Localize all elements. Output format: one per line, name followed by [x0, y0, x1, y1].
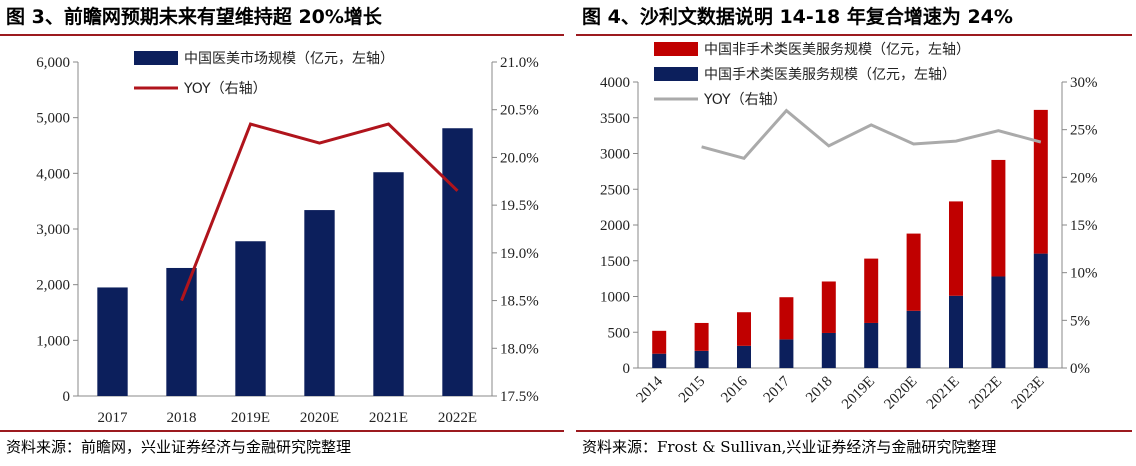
left-tick-label: 3,000: [36, 222, 70, 238]
x-tick-label: 2020E: [881, 374, 920, 413]
bar: [166, 267, 197, 396]
legend-label: 中国手术类医美服务规模（亿元，左轴）: [704, 67, 956, 83]
left-chart: 0 1,000 2,000 3,000 4,000 5,000 6,000 17.5% 18.0…: [36, 50, 539, 426]
left-tick-label: 4,000: [36, 166, 70, 182]
right-chart-panel: 图 4、沙利文数据说明 14-18 年复合增速为 24% 0 500 1000 150…: [576, 0, 1136, 466]
right-tick-label: 20.5%: [500, 103, 539, 119]
x-tick-label: 2017: [761, 373, 794, 406]
right-chart: 0 500 1000 1500 2000 2500 3000 3500 4000 0% 5% 10% 1…: [600, 42, 1098, 413]
x-tick-label: 2021E: [369, 410, 408, 426]
left-tick-label: 6,000: [36, 55, 70, 71]
right-tick-label: 10%: [1070, 266, 1098, 282]
left-tick-label: 5,000: [36, 111, 70, 127]
yoy-line: [701, 108, 1042, 160]
bar: [373, 172, 404, 396]
legend-label: YOY（右轴）: [703, 92, 787, 108]
left-tick-label: 4000: [600, 75, 630, 91]
right-tick-label: 17.5%: [500, 389, 539, 405]
right-tick-label: 0%: [1070, 361, 1090, 377]
right-tick-label: 25%: [1070, 123, 1098, 139]
bar-segment: [1033, 253, 1048, 368]
right-tick-label: 15%: [1070, 218, 1098, 234]
legend-label: 中国非手术类医美服务规模（亿元，左轴）: [704, 42, 970, 58]
right-title-rule: [576, 34, 1132, 36]
x-tick-label: 2022E: [438, 410, 477, 426]
right-tick-label: 19.5%: [500, 198, 539, 214]
bar-segment: [864, 322, 879, 368]
bar-segment: [906, 233, 921, 311]
bar-segment: [949, 295, 963, 368]
bar-segment: [1033, 109, 1048, 254]
left-tick-label: 500: [608, 325, 631, 341]
left-tick-label: 3500: [600, 111, 630, 127]
bar-segment: [694, 322, 709, 351]
left-tick-label: 2,000: [36, 278, 70, 294]
left-source-note: 资料来源：前瞻网，兴业证券经济与金融研究院整理: [6, 438, 352, 456]
legend-swatch: [654, 67, 698, 81]
bar-segment: [906, 310, 921, 368]
bar-segment: [949, 201, 963, 296]
x-tick-label: 2019E: [839, 374, 878, 413]
left-tick-label: 1500: [600, 254, 630, 270]
bar-segment: [779, 339, 794, 368]
x-tick-label: 2016: [718, 373, 751, 406]
right-tick-label: 20.0%: [500, 150, 539, 166]
legend-swatch: [654, 42, 698, 56]
right-source-note: 资料来源：Frost & Sullivan,兴业证券经济与金融研究院整理: [582, 438, 997, 456]
left-tick-label: 1000: [600, 290, 630, 306]
x-tick-label: 2015: [676, 374, 709, 407]
right-source-rule: [576, 430, 1132, 432]
right-tick-label: 18.5%: [500, 294, 539, 310]
x-tick-label: 2021E: [924, 374, 963, 413]
left-tick-label: 3000: [600, 147, 630, 163]
right-tick-label: 20%: [1070, 170, 1098, 186]
bar-segment: [694, 350, 709, 368]
legend-label: 中国医美市场规模（亿元，左轴）: [184, 50, 394, 67]
bar: [442, 128, 473, 396]
right-figure-title: 图 4、沙利文数据说明 14-18 年复合增速为 24%: [582, 6, 1013, 28]
left-figure-title: 图 3、前瞻网预期未来有望维持超 20%增长: [6, 6, 382, 28]
bar-segment: [652, 353, 667, 368]
right-tick-label: 19.0%: [500, 246, 539, 262]
right-tick-label: 30%: [1070, 75, 1098, 91]
x-tick-label: 2018: [167, 410, 197, 426]
left-source-rule: [0, 430, 564, 432]
left-tick-label: 0: [63, 389, 71, 405]
bar-segment: [991, 159, 1006, 277]
right-tick-label: 5%: [1070, 313, 1090, 329]
bar: [304, 210, 335, 396]
left-tick-label: 2000: [600, 218, 630, 234]
bar-segment: [737, 312, 751, 346]
x-tick-label: 2017: [98, 410, 129, 426]
right-tick-label: 18.0%: [500, 341, 539, 357]
left-chart-panel: 图 3、前瞻网预期未来有望维持超 20%增长 0 1,000 2,000 3,000 4…: [0, 6, 564, 456]
legend-label: YOY（右轴）: [183, 81, 267, 97]
left-tick-label: 0: [623, 361, 631, 377]
bar-segment: [652, 330, 667, 354]
left-title-rule: [0, 34, 564, 36]
bar-segment: [864, 258, 879, 323]
bar-segment: [821, 332, 836, 368]
bar-segment: [991, 276, 1006, 368]
x-tick-label: 2023E: [1009, 374, 1048, 413]
left-tick-label: 1,000: [36, 333, 70, 349]
bar-segment: [821, 281, 836, 333]
bar: [97, 287, 128, 396]
x-tick-label: 2014: [634, 373, 667, 406]
x-tick-label: 2019E: [231, 410, 270, 426]
left-tick-label: 2500: [600, 182, 630, 198]
x-tick-label: 2020E: [300, 410, 339, 426]
legend-swatch: [134, 51, 178, 65]
bar: [235, 241, 266, 396]
x-tick-label: 2022E: [966, 374, 1005, 413]
x-tick-label: 2018: [803, 374, 836, 407]
right-tick-label: 21.0%: [500, 55, 539, 71]
bar-segment: [737, 345, 751, 368]
bar-segment: [779, 297, 794, 340]
